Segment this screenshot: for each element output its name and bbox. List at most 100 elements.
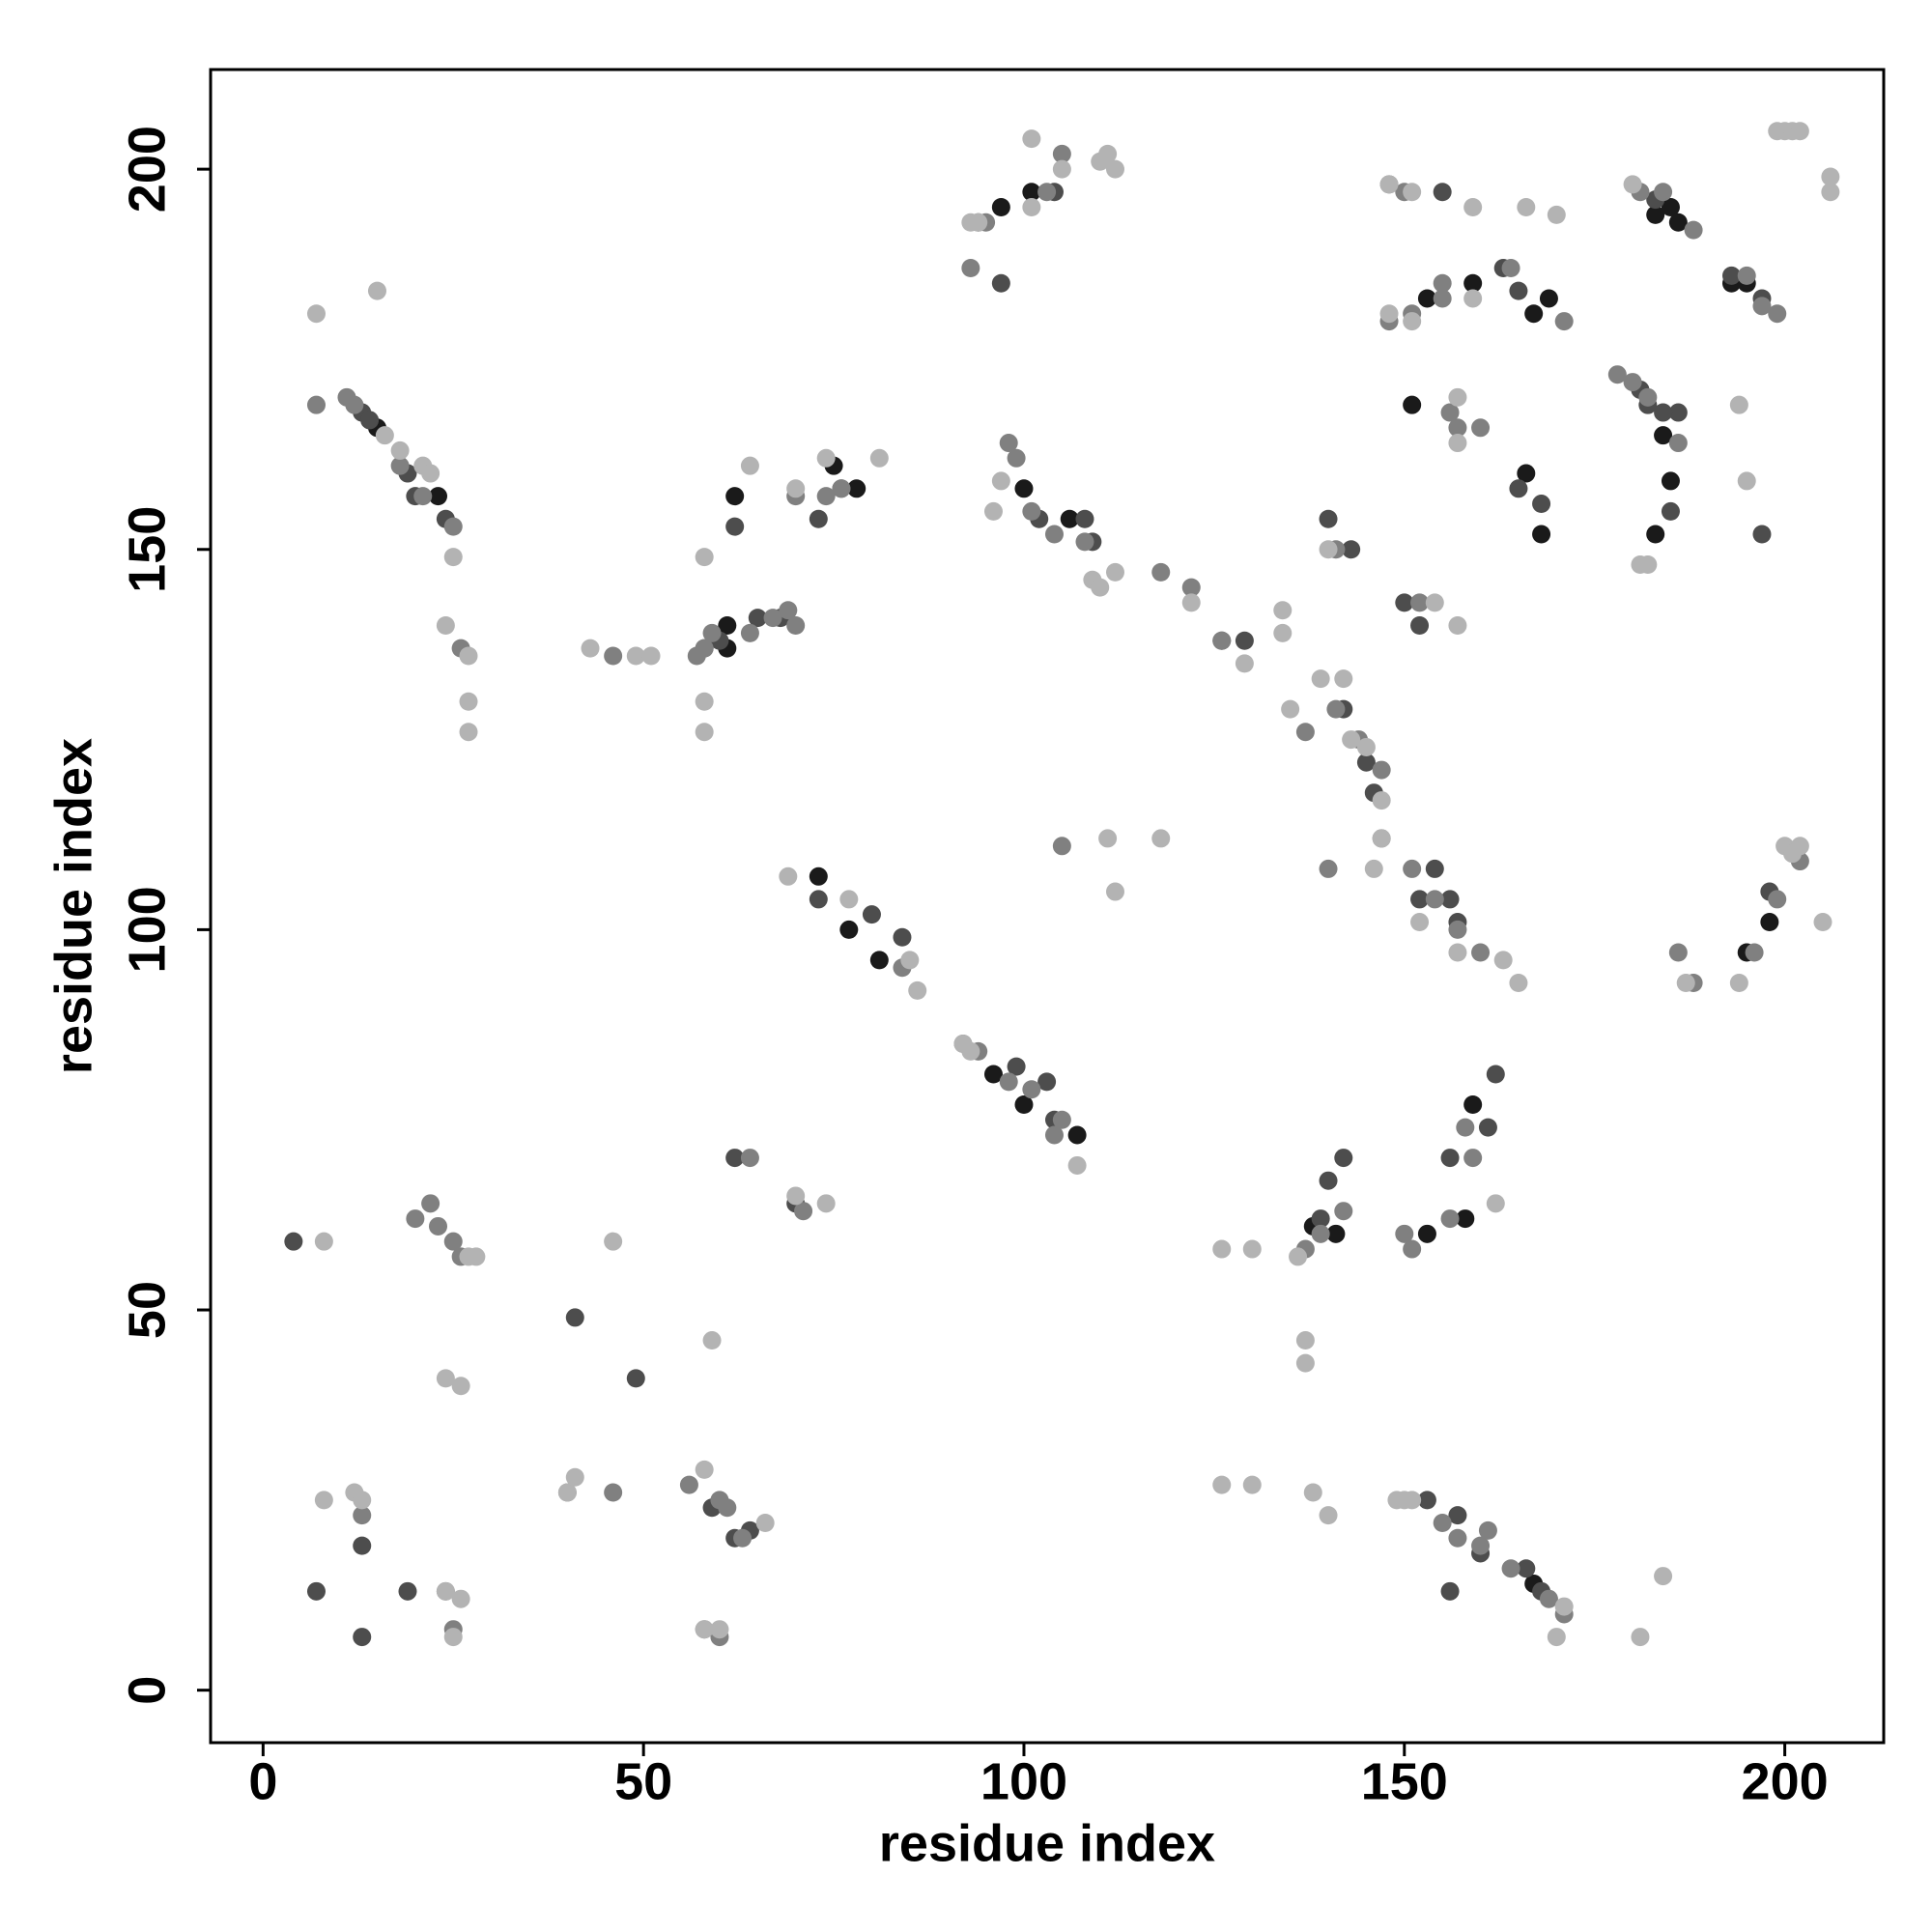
- point: [1638, 387, 1658, 407]
- x-tick-label: 200: [1742, 1752, 1829, 1810]
- point: [1768, 890, 1787, 909]
- point: [1623, 175, 1642, 194]
- y-tick-label: 0: [118, 1676, 176, 1705]
- point: [1181, 578, 1201, 597]
- point: [1661, 501, 1680, 521]
- point: [413, 487, 433, 506]
- point: [862, 905, 881, 924]
- point: [1631, 1628, 1650, 1647]
- point: [1334, 669, 1353, 689]
- point: [1448, 387, 1467, 407]
- point: [1668, 403, 1688, 422]
- point: [1319, 859, 1338, 878]
- point: [375, 426, 394, 445]
- point: [1517, 1559, 1536, 1578]
- point: [1067, 1155, 1087, 1175]
- x-tick-label: 150: [1361, 1752, 1448, 1810]
- point: [604, 646, 623, 666]
- point: [443, 548, 463, 567]
- point: [1151, 562, 1171, 582]
- point: [1737, 266, 1756, 285]
- point: [1098, 144, 1118, 163]
- point: [1638, 555, 1658, 575]
- point: [969, 213, 988, 232]
- point: [1379, 304, 1399, 324]
- point: [832, 479, 851, 498]
- point: [695, 1620, 714, 1639]
- point: [1014, 479, 1034, 498]
- point: [1319, 509, 1338, 528]
- point: [1440, 890, 1460, 909]
- point: [1410, 593, 1430, 612]
- point: [421, 464, 440, 483]
- point: [702, 1331, 722, 1350]
- point: [869, 951, 889, 970]
- point: [1242, 1239, 1262, 1259]
- point: [1654, 183, 1673, 202]
- point: [367, 281, 386, 300]
- y-tick-label: 50: [118, 1281, 176, 1339]
- point: [557, 1483, 577, 1502]
- point: [1060, 509, 1079, 528]
- point: [1052, 159, 1071, 179]
- point: [1493, 951, 1513, 970]
- point: [1151, 829, 1171, 848]
- point: [1105, 159, 1124, 179]
- point: [1440, 403, 1460, 422]
- y-tick-label: 100: [118, 886, 176, 973]
- point: [353, 1536, 372, 1555]
- point: [1311, 1209, 1330, 1229]
- point: [1448, 434, 1467, 453]
- point: [839, 920, 859, 939]
- point: [443, 1232, 463, 1251]
- point: [786, 615, 806, 635]
- point: [1007, 1057, 1026, 1076]
- point: [1821, 183, 1840, 202]
- point: [1509, 479, 1528, 498]
- point: [1067, 1125, 1087, 1145]
- point: [1661, 471, 1680, 491]
- point: [604, 1483, 623, 1502]
- point: [1509, 281, 1528, 300]
- point: [1463, 289, 1483, 308]
- point: [1486, 1194, 1505, 1213]
- point: [1654, 426, 1673, 445]
- point: [1745, 943, 1764, 962]
- point: [1661, 197, 1680, 216]
- point: [1463, 273, 1483, 293]
- point: [1646, 525, 1665, 544]
- point: [1517, 464, 1536, 483]
- point: [1768, 304, 1787, 324]
- point: [1022, 501, 1041, 521]
- point: [1311, 1224, 1330, 1243]
- point: [1547, 205, 1566, 224]
- point: [1539, 1589, 1558, 1608]
- point: [1281, 699, 1300, 719]
- point: [1319, 1171, 1338, 1190]
- point: [1668, 943, 1688, 962]
- point: [1372, 760, 1391, 780]
- point: [1403, 1491, 1422, 1510]
- point: [1654, 403, 1673, 422]
- point: [1372, 791, 1391, 810]
- point: [725, 487, 745, 506]
- point: [1022, 197, 1041, 216]
- point: [900, 951, 920, 970]
- point: [1037, 1072, 1057, 1092]
- point: [1014, 1094, 1034, 1114]
- point: [1356, 737, 1376, 756]
- point: [779, 867, 798, 886]
- point: [429, 487, 448, 506]
- point: [1052, 1110, 1071, 1129]
- point: [1326, 699, 1346, 719]
- point: [1433, 1513, 1452, 1532]
- point: [421, 1194, 440, 1213]
- point: [809, 890, 828, 909]
- point: [1091, 578, 1110, 597]
- point: [1303, 1483, 1322, 1502]
- point: [1440, 1209, 1460, 1229]
- point: [459, 723, 478, 742]
- point: [1517, 197, 1536, 216]
- point: [1410, 615, 1430, 635]
- point: [1425, 593, 1444, 612]
